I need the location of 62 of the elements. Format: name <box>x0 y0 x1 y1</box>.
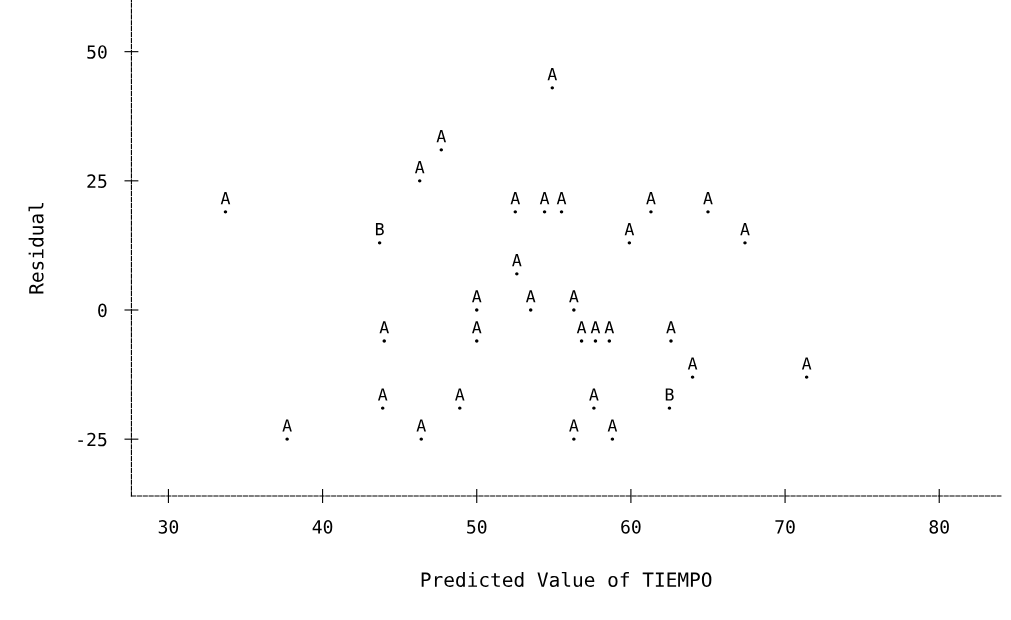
point <box>381 406 385 410</box>
data-label: A <box>703 192 713 205</box>
point <box>743 241 747 245</box>
point <box>223 210 228 214</box>
data-label: A <box>556 192 567 205</box>
point <box>706 210 710 214</box>
data-label: A <box>604 321 615 334</box>
point <box>377 241 382 245</box>
y-tick-label: -25 <box>78 432 107 447</box>
y-tick-label: 0 <box>98 303 107 318</box>
y-tick-label: 25 <box>87 174 107 188</box>
x-tick-label: 60 <box>621 520 641 534</box>
data-label: A <box>416 419 426 432</box>
point <box>667 406 672 410</box>
data-label: A <box>569 419 579 432</box>
x-tick-label: 30 <box>158 520 179 534</box>
data-label: A <box>576 321 587 334</box>
point <box>804 375 809 379</box>
data-label: A <box>378 388 388 401</box>
data-label: A <box>569 290 579 303</box>
point <box>285 437 289 441</box>
y-tick-label: 50 <box>87 45 107 59</box>
data-label: A <box>539 192 550 205</box>
y-axis-title: Residual <box>28 203 44 294</box>
point <box>610 437 615 441</box>
point <box>572 308 576 312</box>
point <box>669 339 673 343</box>
data-label: A <box>590 321 601 334</box>
data-label: A <box>455 388 465 401</box>
point <box>690 375 695 379</box>
point <box>649 210 653 214</box>
x-tick-label: 80 <box>929 520 949 534</box>
point <box>559 210 564 214</box>
data-label: A <box>801 357 812 370</box>
data-label: A <box>379 321 389 334</box>
point <box>627 241 632 245</box>
data-label: B <box>665 388 674 401</box>
data-label: A <box>472 321 482 334</box>
data-label: A <box>547 68 557 81</box>
point <box>592 406 596 410</box>
point <box>542 210 547 214</box>
data-label: A <box>414 161 425 174</box>
data-label: A <box>666 321 676 334</box>
data-label: A <box>607 419 618 432</box>
data-label: A <box>525 290 536 303</box>
data-label: A <box>512 254 522 267</box>
point <box>382 339 386 343</box>
data-label: A <box>472 290 482 303</box>
data-label: A <box>624 223 635 236</box>
data-label: A <box>282 419 292 432</box>
x-tick-label: 40 <box>312 520 333 534</box>
data-label: A <box>687 357 698 370</box>
data-label: B <box>375 223 384 236</box>
x-tick-label: 50 <box>467 520 487 534</box>
data-label: A <box>646 192 656 205</box>
data-label: A <box>436 130 447 143</box>
data-label: A <box>589 388 599 401</box>
x-tick-label: 70 <box>775 520 795 534</box>
x-axis-title: Predicted Value of TIEMPO <box>421 571 712 588</box>
data-label: A <box>740 223 750 236</box>
data-label: A <box>510 192 520 205</box>
data-label: A <box>220 192 231 205</box>
